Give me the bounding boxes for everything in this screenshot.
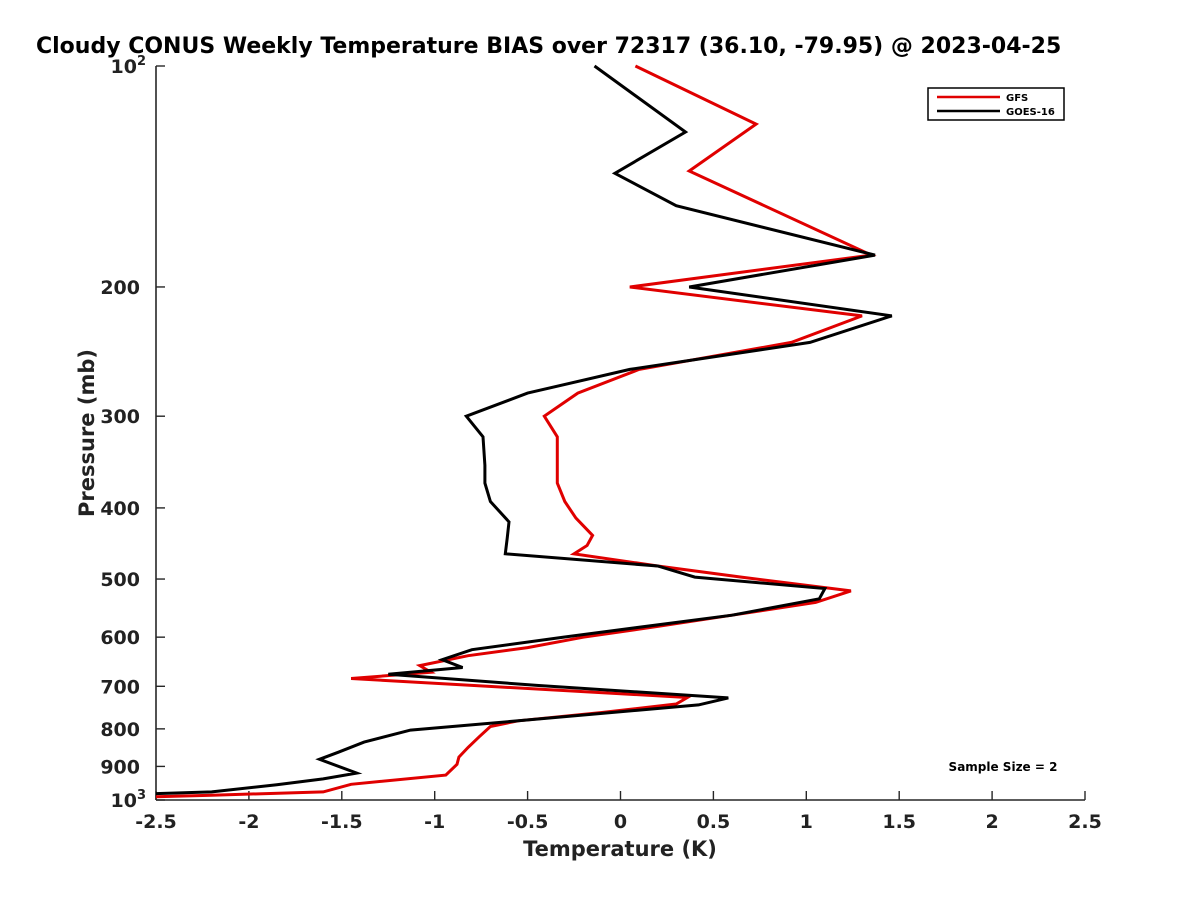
y-tick-label: 200 [100,277,140,299]
series-layer [155,64,893,799]
x-tick-label: -1 [424,811,445,833]
y-tick-label: 10 [111,790,137,812]
x-tick-label: -1.5 [321,811,363,833]
y-tick-label: 10 [111,56,137,78]
y-tick-label: 300 [100,406,140,428]
y-tick-label: 800 [100,719,140,741]
sample-size-annotation: Sample Size = 2 [949,760,1058,774]
y-tick-exponent: 2 [137,54,146,69]
y-tick-label: 700 [100,676,140,698]
legend-entry-label: GFS [1006,93,1028,104]
x-tick-label: 1 [800,811,813,833]
legend-box [927,87,1065,121]
x-tick-label: -0.5 [507,811,549,833]
y-tick-label: 600 [100,627,140,649]
x-tick-label: 1.5 [882,811,916,833]
series-line-goes-16 [155,64,893,796]
x-tick-label: 2 [985,811,998,833]
x-tick-label: 2.5 [1068,811,1102,833]
x-axis-label: Temperature (K) [523,837,717,861]
y-tick-label: 900 [100,756,140,778]
x-tick-label: 0 [614,811,627,833]
legend: GFS GOES-16 [927,87,1065,121]
x-tick-label: -2 [238,811,259,833]
legend-entries: GFS GOES-16 [937,93,1055,118]
y-tick-label: 500 [100,569,140,591]
legend-entry-label: GOES-16 [1006,107,1055,118]
x-tick-label: 0.5 [697,811,731,833]
chart-title: Cloudy CONUS Weekly Temperature BIAS ove… [36,34,1061,59]
x-tick-label: -2.5 [135,811,177,833]
y-axis-label: Pressure (mb) [75,349,99,517]
y-tick-exponent: 3 [137,788,146,803]
y-tick-label: 400 [100,498,140,520]
x-axis-ticks: -2.5 -2 -1.5 -1 -0.5 0 0.5 1 1.5 2 2.5 [135,791,1102,833]
